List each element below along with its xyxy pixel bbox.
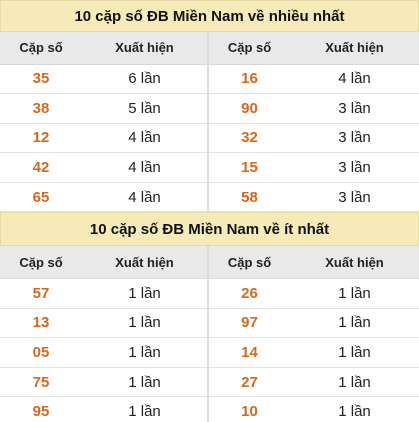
table-header-row: Cặp số Xuất hiện Cặp số Xuất hiện	[0, 32, 419, 65]
occurrence-count: 1 lần	[290, 367, 419, 398]
section-title-least: 10 cặp số ĐB Miền Nam về ít nhất	[0, 212, 419, 247]
column-header-count: Xuất hiện	[290, 246, 419, 279]
table-row: 75 1 lần 27 1 lần	[0, 367, 419, 398]
pair-number: 15	[208, 152, 290, 183]
column-header-count: Xuất hiện	[82, 246, 209, 279]
section-title-most: 10 cặp số ĐB Miền Nam về nhiều nhất	[0, 0, 419, 32]
pair-number: 12	[0, 123, 82, 154]
table-header-row: Cặp số Xuất hiện Cặp số Xuất hiện	[0, 246, 419, 279]
pair-number: 57	[0, 278, 82, 309]
occurrence-count: 1 lần	[290, 396, 419, 422]
pair-number: 58	[208, 182, 290, 213]
occurrence-count: 4 lần	[82, 123, 209, 154]
pair-number: 26	[208, 278, 290, 309]
occurrence-count: 1 lần	[82, 278, 209, 309]
table-row: 95 1 lần 10 1 lần	[0, 396, 419, 422]
pair-number: 97	[208, 308, 290, 339]
table-row: 65 4 lần 58 3 lần	[0, 182, 419, 213]
occurrence-count: 1 lần	[82, 396, 209, 422]
occurrence-count: 1 lần	[82, 308, 209, 339]
least-frequent-table: Cặp số Xuất hiện Cặp số Xuất hiện 57 1 l…	[0, 246, 419, 422]
pair-number: 42	[0, 152, 82, 183]
most-frequent-section: 10 cặp số ĐB Miền Nam về nhiều nhất Cặp …	[0, 0, 419, 213]
pair-number: 65	[0, 182, 82, 213]
pair-number: 35	[0, 64, 82, 95]
occurrence-count: 1 lần	[82, 337, 209, 368]
occurrence-count: 4 lần	[290, 64, 419, 95]
occurrence-count: 4 lần	[82, 152, 209, 183]
pair-number: 27	[208, 367, 290, 398]
column-header-count: Xuất hiện	[290, 32, 419, 65]
pair-number: 75	[0, 367, 82, 398]
table-row: 12 4 lần 32 3 lần	[0, 123, 419, 154]
pair-number: 90	[208, 93, 290, 124]
occurrence-count: 1 lần	[290, 337, 419, 368]
column-header-pair: Cặp số	[208, 32, 290, 65]
table-row: 05 1 lần 14 1 lần	[0, 337, 419, 368]
pair-number: 38	[0, 93, 82, 124]
pair-number: 16	[208, 64, 290, 95]
most-frequent-table: Cặp số Xuất hiện Cặp số Xuất hiện 35 6 l…	[0, 32, 419, 213]
pair-number: 10	[208, 396, 290, 422]
table-row: 38 5 lần 90 3 lần	[0, 93, 419, 124]
table-row: 13 1 lần 97 1 lần	[0, 308, 419, 339]
pair-number: 32	[208, 123, 290, 154]
column-header-count: Xuất hiện	[82, 32, 209, 65]
column-header-pair: Cặp số	[208, 246, 290, 279]
occurrence-count: 6 lần	[82, 64, 209, 95]
occurrence-count: 3 lần	[290, 123, 419, 154]
occurrence-count: 1 lần	[290, 278, 419, 309]
table-row: 42 4 lần 15 3 lần	[0, 152, 419, 183]
least-frequent-section: 10 cặp số ĐB Miền Nam về ít nhất Cặp số …	[0, 212, 419, 422]
pair-number: 05	[0, 337, 82, 368]
pair-number: 95	[0, 396, 82, 422]
occurrence-count: 3 lần	[290, 93, 419, 124]
occurrence-count: 1 lần	[290, 308, 419, 339]
occurrence-count: 3 lần	[290, 182, 419, 213]
pair-number: 13	[0, 308, 82, 339]
pair-number: 14	[208, 337, 290, 368]
column-header-pair: Cặp số	[0, 246, 82, 279]
occurrence-count: 3 lần	[290, 152, 419, 183]
table-row: 35 6 lần 16 4 lần	[0, 64, 419, 95]
occurrence-count: 5 lần	[82, 93, 209, 124]
column-header-pair: Cặp số	[0, 32, 82, 65]
table-row: 57 1 lần 26 1 lần	[0, 278, 419, 309]
occurrence-count: 1 lần	[82, 367, 209, 398]
occurrence-count: 4 lần	[82, 182, 209, 213]
